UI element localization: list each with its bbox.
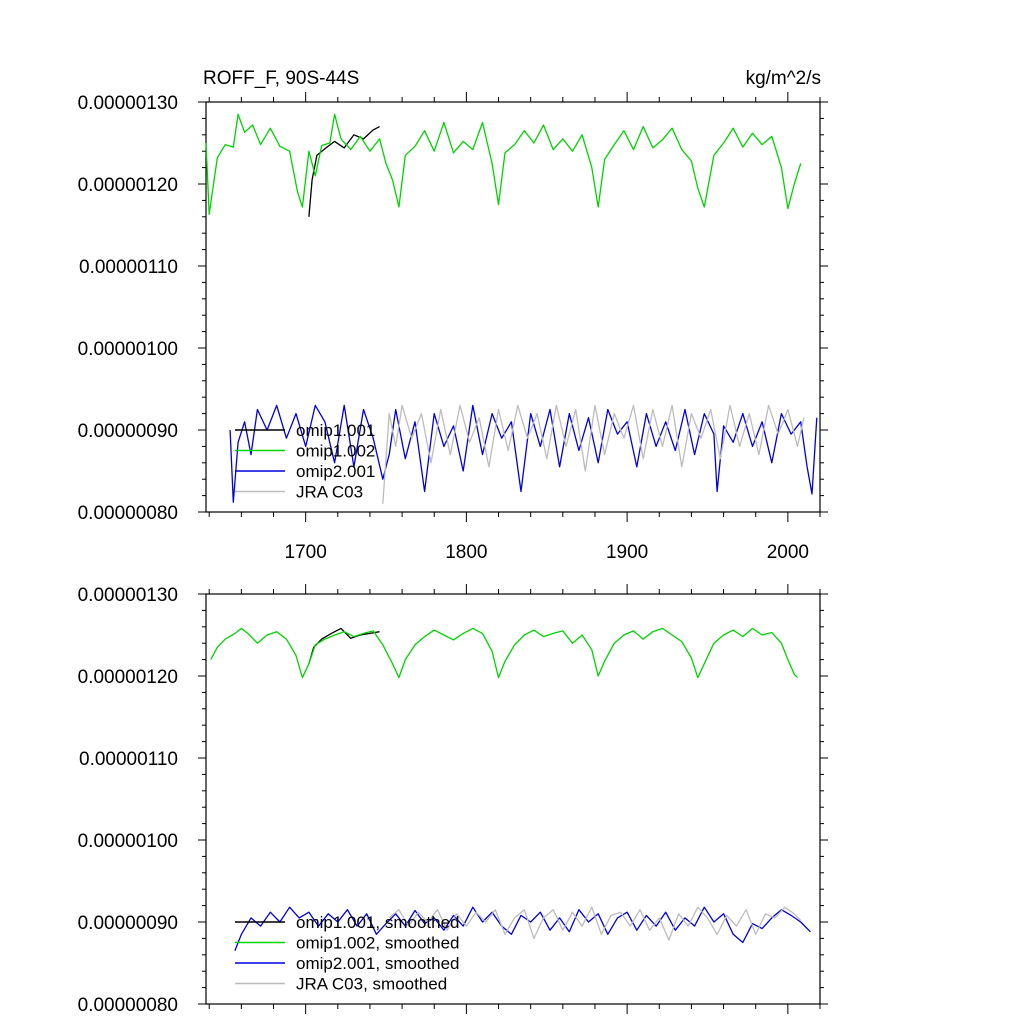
legend: omip1.001, smoothed omip1.002, smoothedom…: [235, 913, 460, 994]
y-tick-label: 0.00000110: [79, 257, 178, 278]
legend-label-jra-c03-smoothed: JRA C03, smoothed: [296, 975, 447, 994]
series-line-omip1-001-smoothed: [308, 627, 380, 664]
series-line-omip1-002-smoothed: [210, 627, 798, 679]
legend-label-jra-c03: JRA C03: [296, 483, 363, 502]
y-tick-label: 0.00000100: [78, 831, 178, 852]
x-tick-label: 1900: [606, 542, 648, 563]
plot-frame: [205, 593, 821, 1005]
y-axis-ticks: 0.00000080 0.00000090 0.00000100 0.00000110…: [78, 585, 828, 1016]
y-tick-label: 0.00000120: [78, 175, 178, 196]
y-tick-label: 0.00000130: [78, 585, 178, 606]
x-tick-label: 1700: [285, 542, 327, 563]
legend-label-omip1-002-smoothed: omip1.002, smoothed: [296, 934, 460, 953]
series-line-jra-c03: [382, 404, 805, 504]
series-line-jra-c03-smoothed: [388, 906, 802, 941]
legend-label-omip1-001-smoothed: omip1.001, smoothed: [296, 913, 460, 932]
series-layer: [205, 113, 818, 504]
y-tick-label: 0.00000090: [78, 421, 178, 442]
y-tick-label: 0.00000080: [78, 503, 178, 524]
series-line-omip1-002: [205, 113, 802, 215]
plot-frame: [205, 101, 821, 513]
series-line-omip2-001: [229, 404, 818, 503]
series-line-omip2-001-smoothed: [234, 906, 811, 951]
series-line-omip1-001: [308, 126, 380, 217]
y-axis-ticks: 0.00000080 0.00000090 0.00000100 0.00000110…: [78, 93, 828, 524]
legend-label-omip2-001: omip2.001: [296, 462, 375, 481]
x-axis-ticks: 1700 1800 1900 2000: [208, 92, 821, 563]
panel-units: kg/m^2/s: [746, 68, 821, 89]
panel-smoothed: 0.00000080 0.00000090 0.00000100 0.00000110…: [78, 584, 828, 1016]
panel-title: ROFF_F, 90S-44S: [203, 68, 359, 89]
x-tick-label: 1800: [445, 542, 487, 563]
y-tick-label: 0.00000090: [78, 913, 178, 934]
y-tick-label: 0.00000130: [78, 93, 178, 114]
panel-raw: ROFF_F, 90S-44S kg/m^2/s 0.000000800.000…: [78, 68, 828, 563]
y-tick-label: 0.00000110: [79, 749, 178, 770]
x-tick-label: 2000: [767, 542, 809, 563]
x-axis-ticks: [208, 584, 821, 1014]
series-layer: [210, 627, 811, 951]
legend-label-omip1-002: omip1.002: [296, 442, 375, 461]
y-tick-label: 0.00000120: [78, 667, 178, 688]
y-tick-label: 0.00000080: [78, 995, 178, 1016]
y-tick-label: 0.00000100: [78, 339, 178, 360]
legend-label-omip1-001: omip1.001: [296, 421, 375, 440]
legend-label-omip2-001-smoothed: omip2.001, smoothed: [296, 954, 460, 973]
